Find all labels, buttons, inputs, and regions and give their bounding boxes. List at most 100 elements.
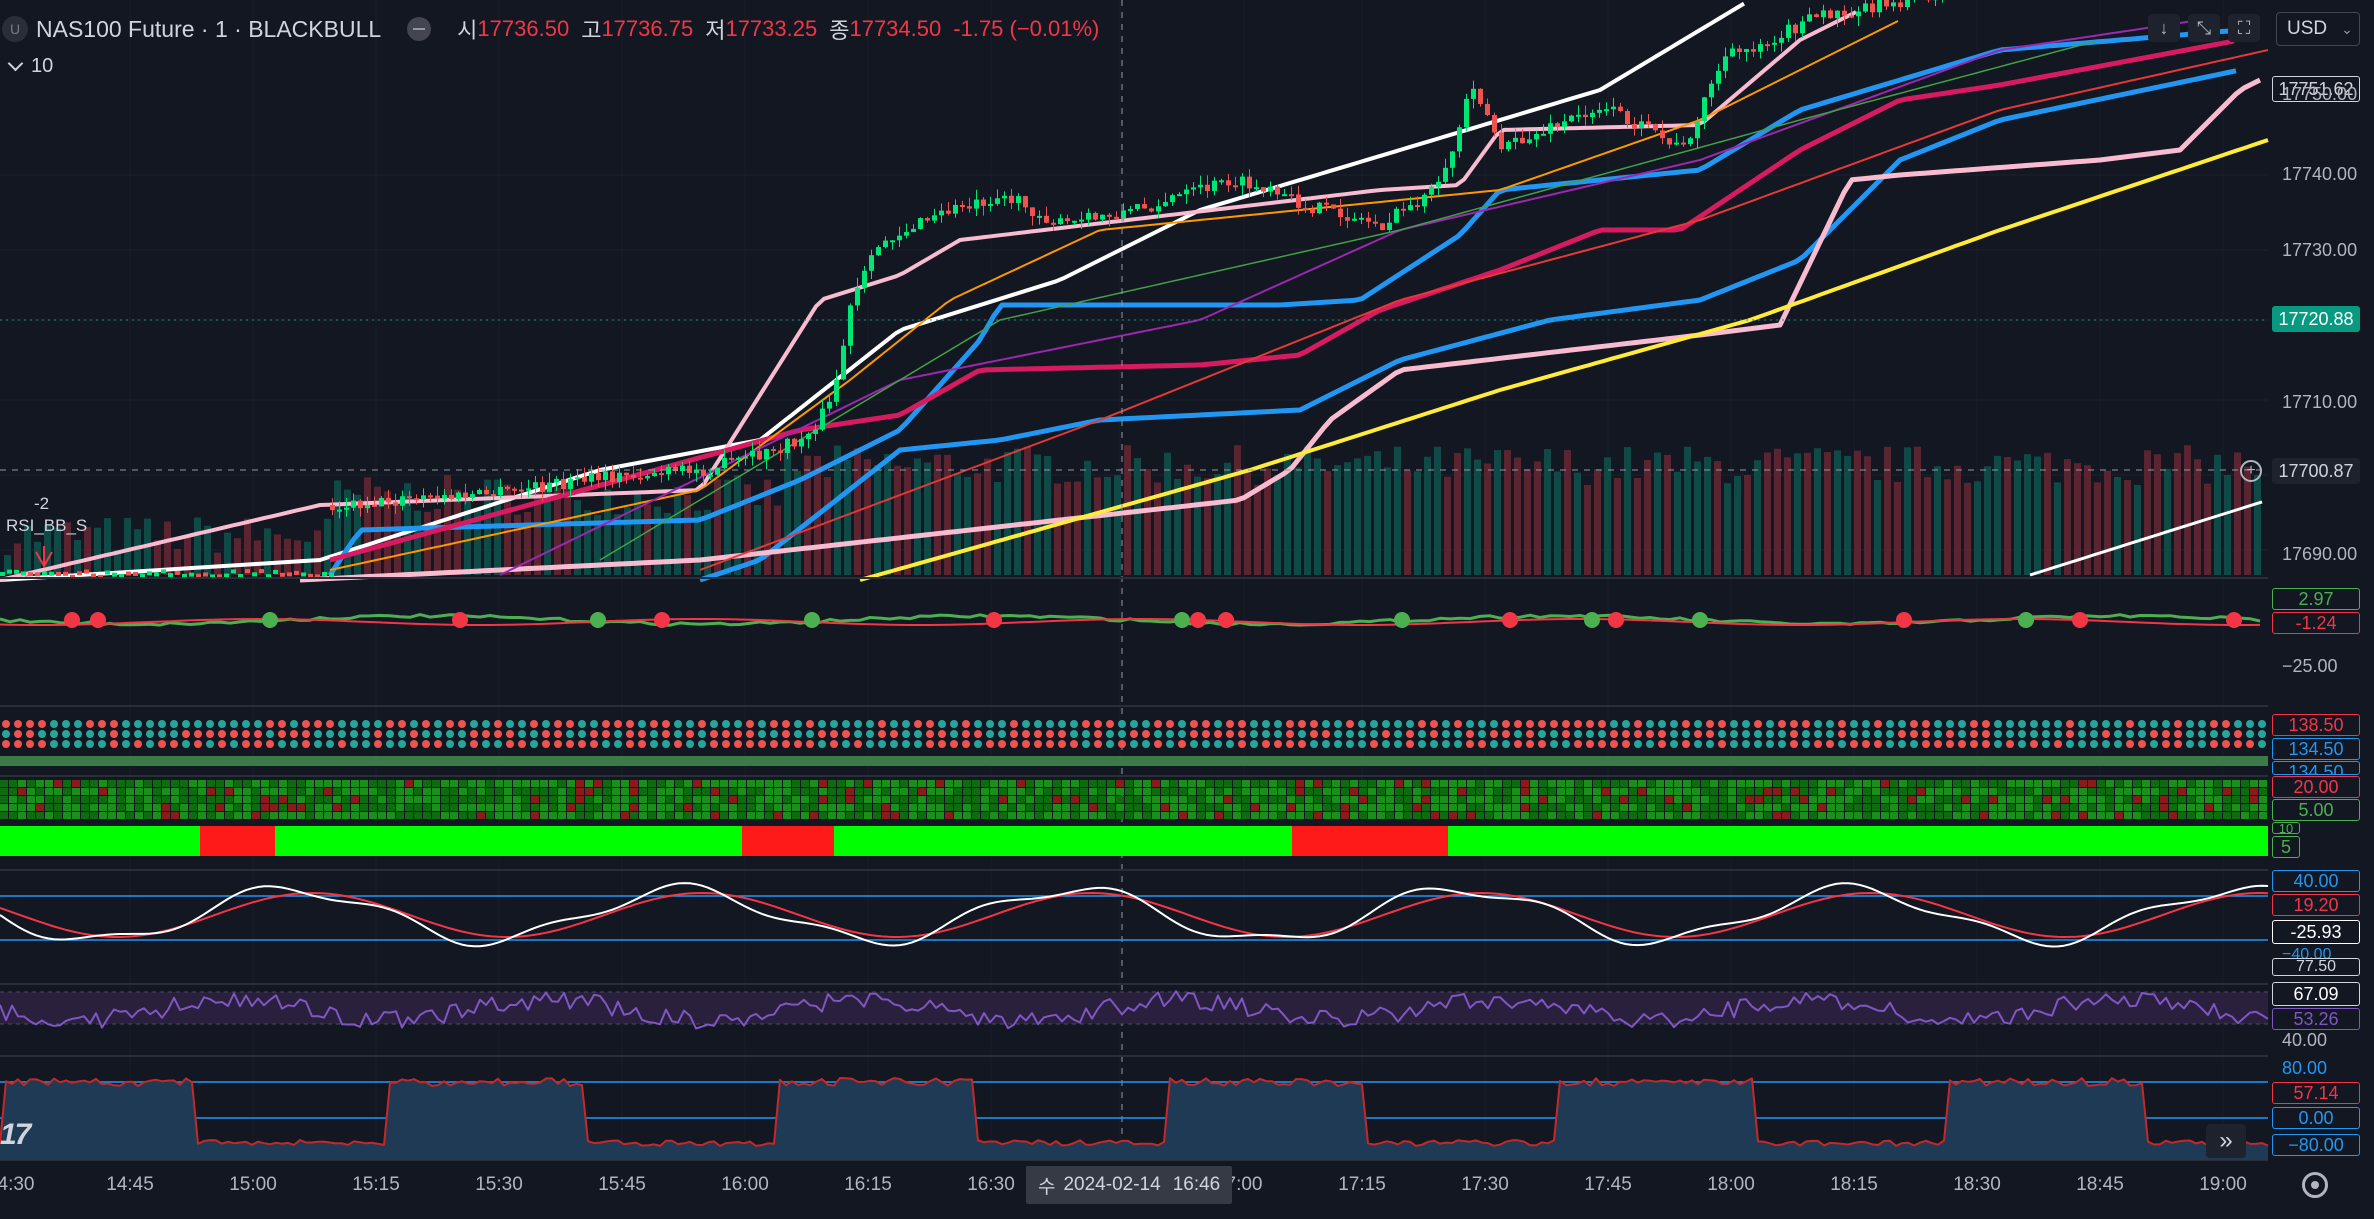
grid-cell — [117, 796, 125, 803]
heat-dot — [2174, 740, 2182, 748]
hide-legend-icon[interactable] — [407, 17, 432, 41]
fullscreen-icon[interactable]: ⛶ — [2228, 14, 2260, 42]
candle-body — [1562, 121, 1567, 127]
grid-cell — [783, 788, 791, 795]
grid-cell — [306, 812, 314, 819]
volume-bar — [1374, 451, 1381, 575]
grid-cell — [2178, 780, 2186, 787]
grid-cell — [117, 788, 125, 795]
grid-cell — [1701, 788, 1709, 795]
grid-cell — [261, 804, 269, 811]
grid-cell — [1674, 796, 1682, 803]
grid-cell — [1827, 812, 1835, 819]
grid-cell — [27, 788, 35, 795]
grid-cell — [333, 780, 341, 787]
grid-cell — [2106, 804, 2114, 811]
grid-cell — [1791, 796, 1799, 803]
grid-cell — [1017, 804, 1025, 811]
grid-cell — [1557, 780, 1565, 787]
volume-bar — [1634, 477, 1641, 575]
currency-select[interactable]: USD ⌄ — [2276, 12, 2360, 46]
grid-cell — [99, 812, 107, 819]
heat-dot — [1610, 720, 1618, 728]
volume-bar — [1624, 447, 1631, 575]
grid-cell — [1683, 788, 1691, 795]
heat-dot — [254, 720, 262, 728]
grid-cell — [855, 788, 863, 795]
add-alert-icon[interactable]: + — [2240, 460, 2262, 482]
heat-dot — [2210, 740, 2218, 748]
volume-bar — [1514, 457, 1521, 575]
heat-dot — [1526, 720, 1534, 728]
tradingview-logo[interactable]: 17 — [0, 1118, 31, 1151]
candle-body — [1499, 132, 1504, 150]
heat-dot — [26, 740, 34, 748]
grid-cell — [2133, 812, 2141, 819]
grid-cell — [1566, 788, 1574, 795]
grid-cell — [1377, 788, 1385, 795]
heat-dot — [1262, 720, 1270, 728]
grid-cell — [2025, 780, 2033, 787]
heat-dot — [1514, 720, 1522, 728]
grid-cell — [162, 788, 170, 795]
wr-value-1: 80.00 — [2282, 1058, 2328, 1078]
candle-body — [498, 486, 503, 496]
grid-cell — [1593, 804, 1601, 811]
heat-dot — [1694, 720, 1702, 728]
heat-dot — [326, 720, 334, 728]
candle-body — [1569, 115, 1574, 122]
heat-dot — [362, 720, 370, 728]
candle-body — [799, 439, 804, 447]
heat-dot — [374, 720, 382, 728]
grid-cell — [2052, 804, 2060, 811]
heat-dot — [1118, 730, 1126, 738]
heat-dot — [1502, 730, 1510, 738]
heat-dot — [1598, 730, 1606, 738]
heat-dot — [566, 730, 574, 738]
forward-icon[interactable]: » — [2206, 1124, 2246, 1158]
heat-dot — [242, 740, 250, 748]
heat-dot — [1322, 740, 1330, 748]
grid-cell — [1341, 780, 1349, 787]
candle-body — [1492, 115, 1497, 133]
heat-dot — [698, 740, 706, 748]
grid-cell — [1179, 796, 1187, 803]
candle-body — [1779, 37, 1784, 43]
collapse-icon[interactable]: ⤡ — [2188, 14, 2220, 42]
indicators-toggle[interactable]: 10 — [2, 52, 53, 80]
volume-bar — [984, 458, 991, 575]
grid-cell — [1404, 788, 1412, 795]
heat-dot — [1646, 740, 1654, 748]
grid-cell — [1746, 812, 1754, 819]
grid-cell — [108, 788, 116, 795]
grid-cell — [270, 796, 278, 803]
grid-cell — [1125, 804, 1133, 811]
grid-cell — [315, 788, 323, 795]
heat-dot — [830, 740, 838, 748]
heat-dot — [2198, 740, 2206, 748]
grid-cell — [675, 804, 683, 811]
grid-cell — [1827, 804, 1835, 811]
candle-body — [1457, 127, 1462, 152]
grid-cell — [747, 812, 755, 819]
candle-body — [217, 574, 222, 579]
grid-cell — [360, 788, 368, 795]
grid-cell — [1494, 780, 1502, 787]
grid-cell — [36, 788, 44, 795]
grid-cell — [99, 780, 107, 787]
grid-cell — [2214, 788, 2222, 795]
settings-icon[interactable] — [2302, 1172, 2328, 1198]
download-icon[interactable]: ↓ — [2148, 14, 2180, 42]
heat-dot — [1922, 720, 1930, 728]
volume-bar — [1164, 452, 1171, 575]
grid-cell — [1710, 804, 1718, 811]
symbol-title[interactable]: NAS100 Future · 1 · BLACKBULL — [36, 15, 382, 42]
grid-cell — [1656, 788, 1664, 795]
grid-cell — [1998, 788, 2006, 795]
heat-dot — [938, 730, 946, 738]
candle-body — [841, 345, 846, 380]
grid-cell — [603, 796, 611, 803]
grid-cell — [873, 780, 881, 787]
heat-dot — [542, 730, 550, 738]
